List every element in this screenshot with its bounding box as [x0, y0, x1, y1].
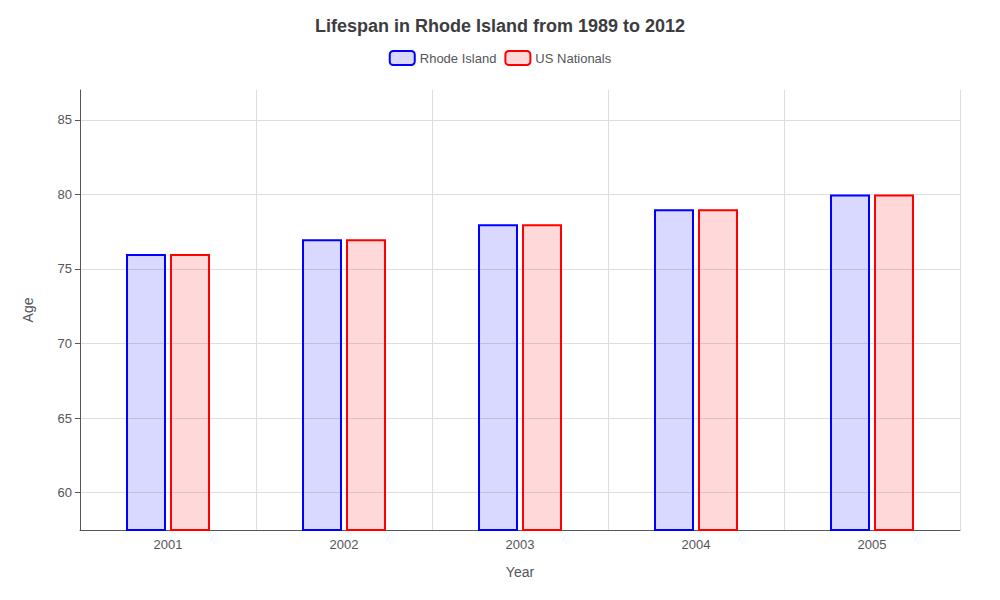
svg-text:75: 75 [58, 261, 72, 276]
svg-text:80: 80 [58, 187, 72, 202]
svg-text:2002: 2002 [330, 537, 359, 552]
svg-text:Lifespan in Rhode Island from: Lifespan in Rhode Island from 1989 to 20… [315, 16, 685, 36]
svg-text:US Nationals: US Nationals [535, 51, 611, 66]
svg-text:2005: 2005 [858, 537, 887, 552]
svg-text:70: 70 [58, 336, 72, 351]
svg-text:Year: Year [506, 564, 535, 580]
svg-text:2001: 2001 [154, 537, 183, 552]
svg-text:85: 85 [58, 112, 72, 127]
svg-text:2004: 2004 [682, 537, 711, 552]
svg-text:Rhode Island: Rhode Island [420, 51, 497, 66]
svg-text:65: 65 [58, 411, 72, 426]
svg-text:60: 60 [58, 485, 72, 500]
svg-text:2003: 2003 [506, 537, 535, 552]
svg-text:Age: Age [20, 297, 36, 322]
